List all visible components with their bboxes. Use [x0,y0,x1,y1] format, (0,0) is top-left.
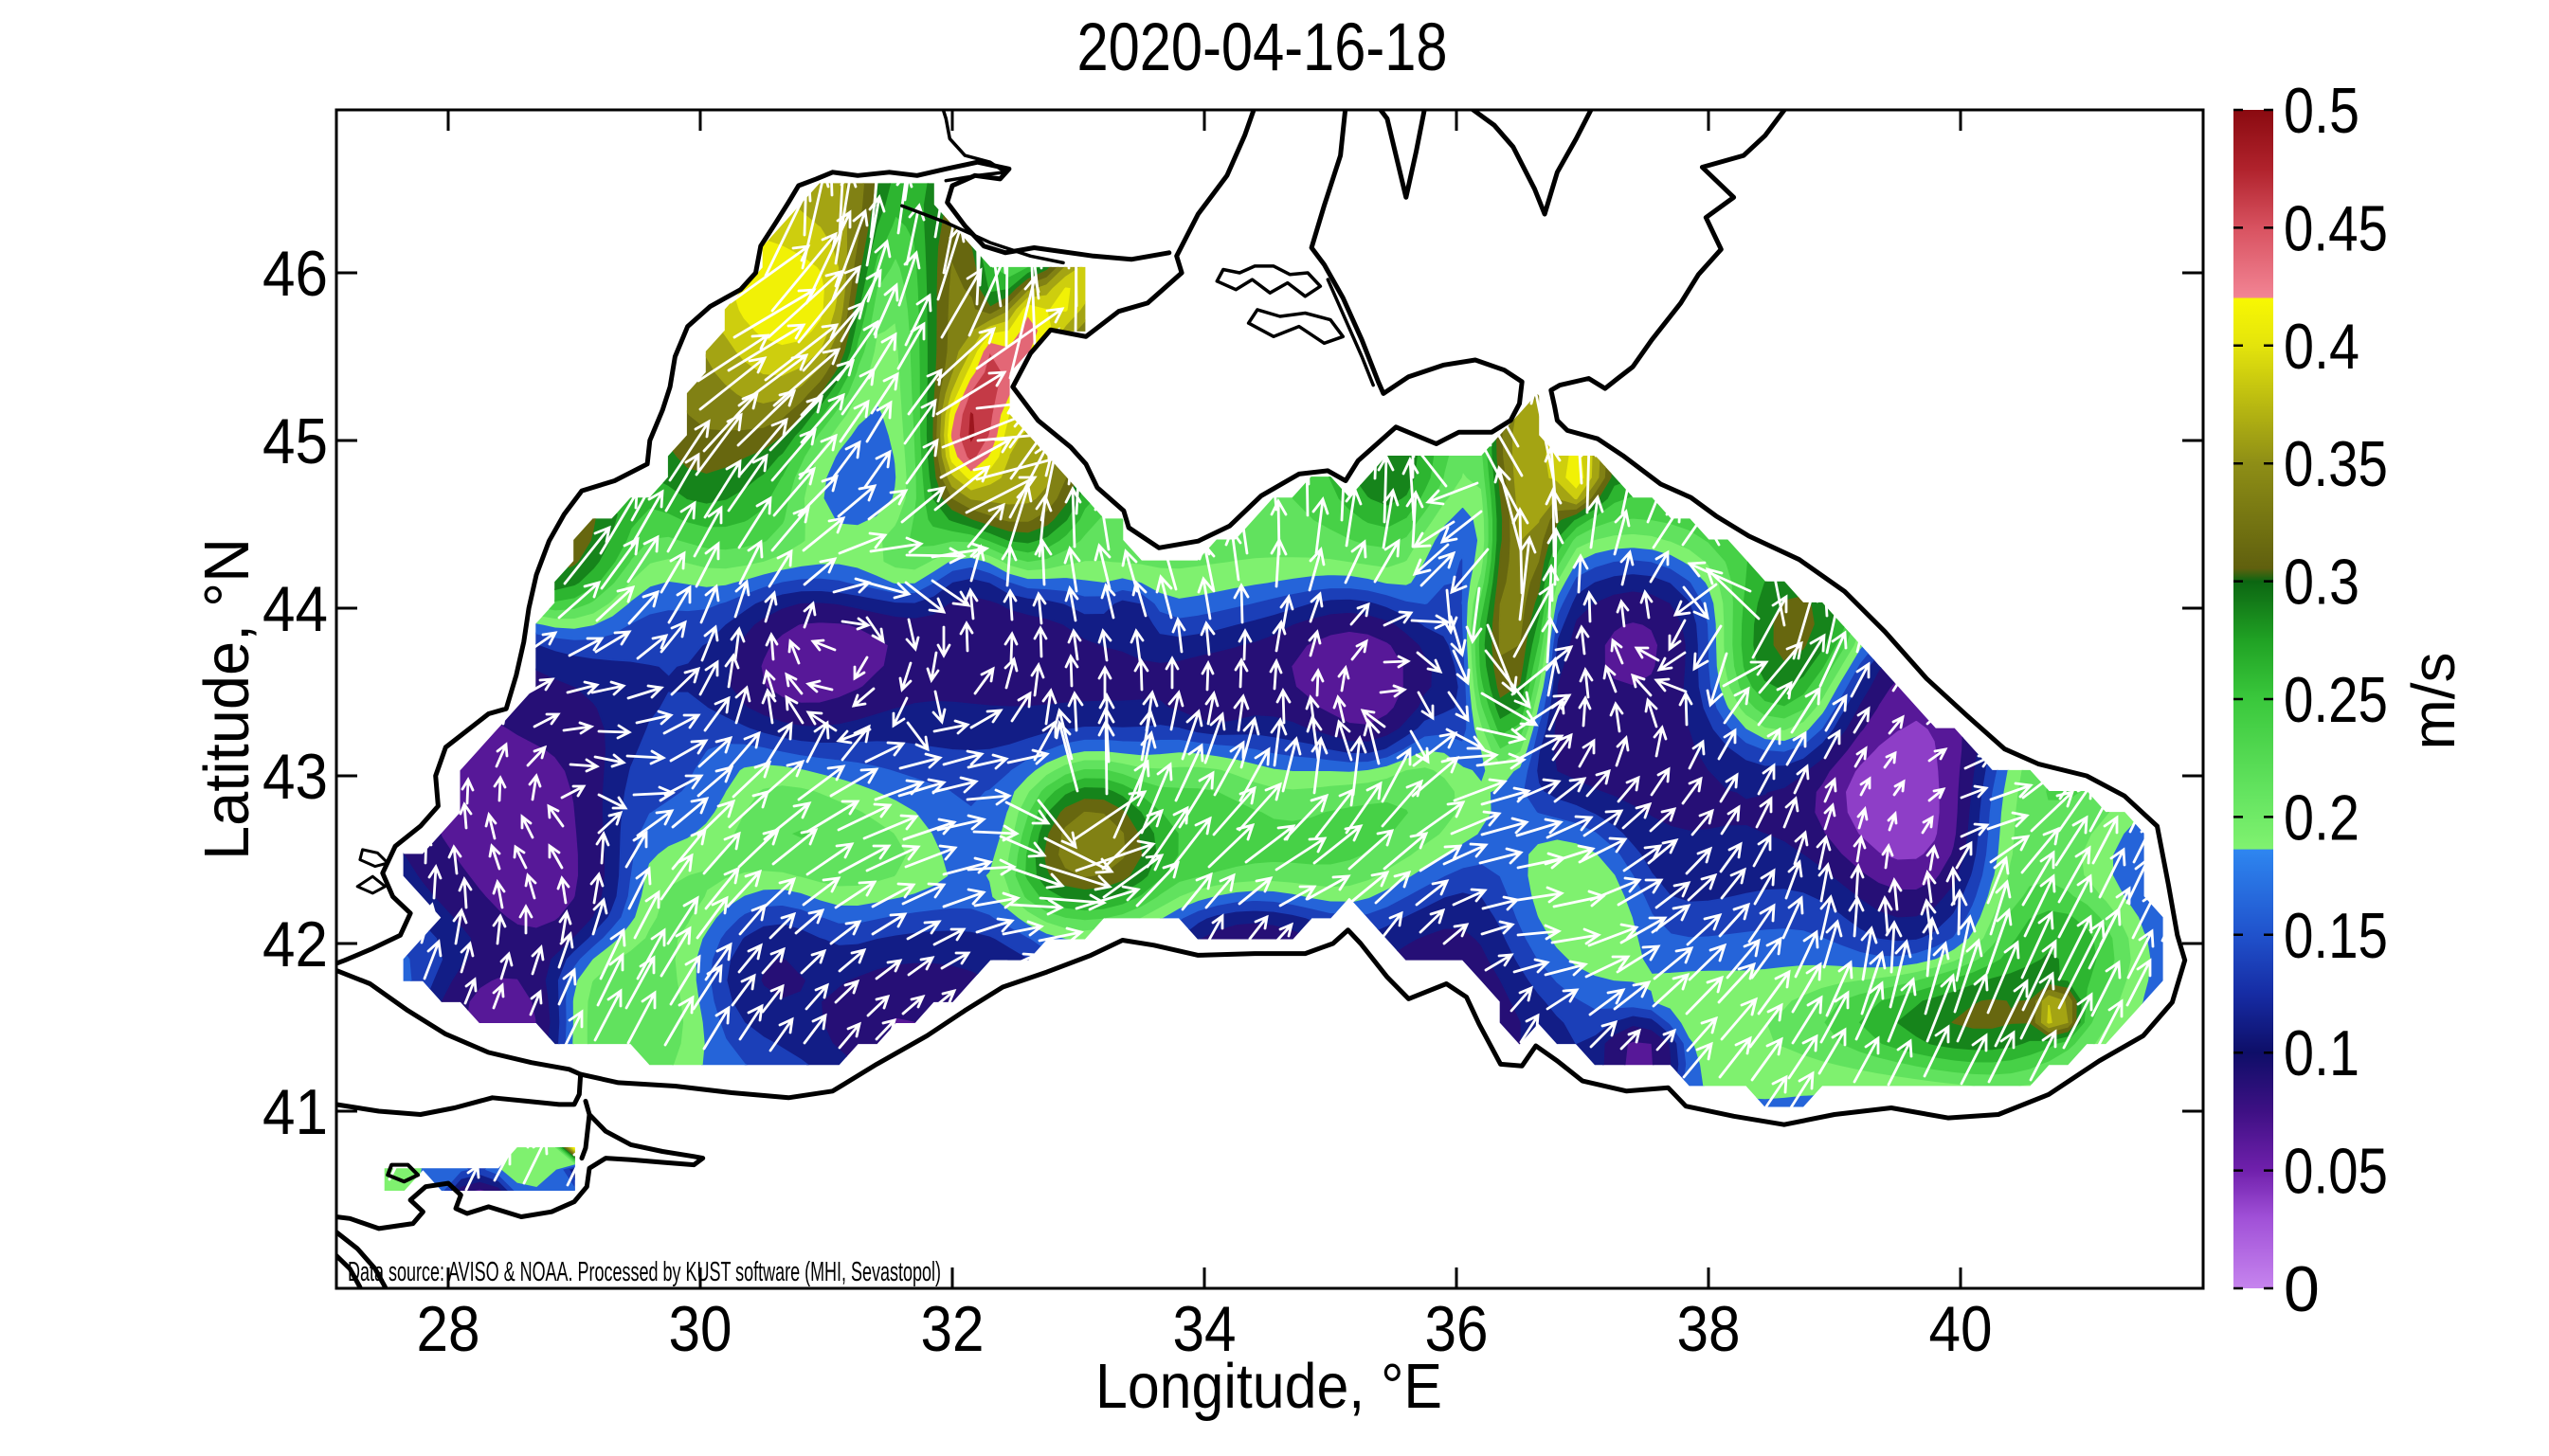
svg-text:34: 34 [1173,1293,1237,1365]
svg-text:m/s: m/s [2399,652,2468,749]
svg-text:38: 38 [1677,1293,1741,1365]
svg-text:0.5: 0.5 [2284,75,2359,147]
svg-text:0: 0 [2284,1253,2320,1325]
svg-text:42: 42 [262,908,328,980]
svg-text:43: 43 [262,741,328,813]
svg-text:Data source: AVISO & NOAA. Pro: Data source: AVISO & NOAA. Processed by … [348,1257,941,1287]
svg-text:0.1: 0.1 [2284,1017,2359,1089]
svg-text:0.3: 0.3 [2284,547,2359,619]
svg-text:41: 41 [262,1076,328,1148]
svg-text:0.4: 0.4 [2284,311,2359,383]
svg-text:0.05: 0.05 [2284,1136,2388,1208]
svg-text:30: 30 [669,1293,732,1365]
svg-text:0.45: 0.45 [2284,192,2388,264]
svg-text:0.15: 0.15 [2284,900,2388,972]
svg-text:40: 40 [1929,1293,1993,1365]
svg-text:36: 36 [1425,1293,1489,1365]
svg-text:Longitude, °E: Longitude, °E [1095,1351,1442,1422]
svg-text:32: 32 [921,1293,985,1365]
svg-text:44: 44 [262,573,328,645]
svg-text:0.2: 0.2 [2284,782,2359,854]
svg-text:0.35: 0.35 [2284,428,2388,500]
svg-text:0.25: 0.25 [2284,664,2388,736]
svg-text:46: 46 [262,238,328,310]
svg-text:45: 45 [262,405,328,477]
svg-text:Latitude, °N: Latitude, °N [191,538,262,860]
svg-text:28: 28 [417,1293,480,1365]
svg-text:2020-04-16-18: 2020-04-16-18 [1077,10,1448,85]
